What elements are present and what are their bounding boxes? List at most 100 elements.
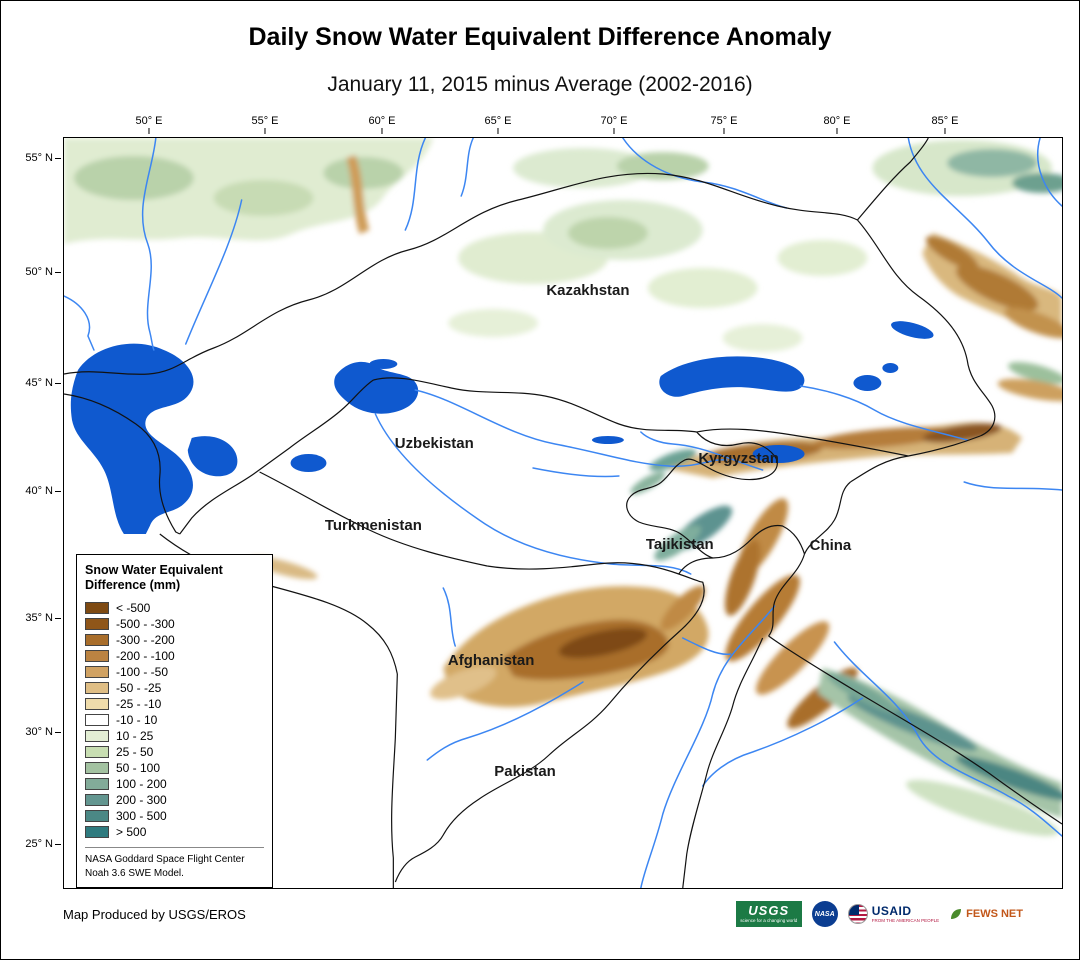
latitude-tick: 30° N	[15, 726, 61, 738]
country-label-afghanistan: Afghanistan	[448, 652, 534, 669]
logo-strip: USGS science for a changing world NASA U…	[735, 900, 1023, 928]
legend-item: 100 - 200	[85, 776, 264, 792]
page-title: Daily Snow Water Equivalent Difference A…	[248, 23, 832, 51]
border-pakistan-india	[682, 637, 764, 888]
legend-swatch	[85, 650, 109, 662]
legend-item: -25 - -10	[85, 696, 264, 712]
legend-item-label: 300 - 500	[116, 809, 167, 823]
nasa-logo-text: NASA	[814, 910, 835, 918]
longitude-tick: 80° E	[823, 115, 851, 134]
kabul-river	[682, 637, 732, 656]
legend-items: < -500 -500 - -300 -300 - -200 -200 - -100 -…	[85, 600, 264, 840]
border-afghanistan-pakistan	[394, 581, 705, 883]
longitude-label: 70° E	[600, 115, 628, 127]
right-edge-river	[1037, 138, 1062, 207]
map-frame: Kazakhstan Uzbekistan Turkmenistan Kyrgy…	[63, 137, 1063, 889]
legend-item: 200 - 300	[85, 792, 264, 808]
legend-item-label: 10 - 25	[116, 729, 154, 743]
country-labels: Kazakhstan Uzbekistan Turkmenistan Kyrgy…	[325, 282, 852, 780]
tick-mark	[55, 617, 61, 619]
volga-river	[64, 295, 95, 351]
himalaya-river	[833, 641, 1062, 837]
tick-mark	[55, 490, 61, 492]
longitude-tick: 65° E	[484, 115, 512, 134]
usgs-logo: USGS science for a changing world	[735, 901, 802, 927]
legend-item-label: -10 - 10	[116, 713, 158, 727]
legend-item-label: -100 - -50	[116, 665, 169, 679]
latitude-tick: 55° N	[15, 152, 61, 164]
legend: Snow Water Equivalent Difference (mm) < …	[76, 553, 273, 888]
tick-mark	[55, 157, 61, 159]
latitude-tick: 50° N	[15, 266, 61, 278]
country-label-pakistan: Pakistan	[494, 763, 556, 780]
legend-item-label: 100 - 200	[116, 777, 167, 791]
ob-tributary	[907, 138, 1062, 299]
legend-item: 10 - 25	[85, 728, 264, 744]
longitude-tick: 70° E	[600, 115, 628, 134]
lake-zaysan	[891, 321, 934, 339]
water-bodies	[70, 321, 934, 534]
border-tajikistan-china	[803, 481, 851, 555]
border-afghanistan-north	[487, 562, 703, 583]
aydar-lake	[591, 436, 624, 444]
usaid-logo-tagline: FROM THE AMERICAN PEOPLE	[871, 917, 940, 923]
country-borders	[64, 138, 1062, 888]
legend-item-label: < -500	[116, 601, 151, 615]
map-canvas: Kazakhstan Uzbekistan Turkmenistan Kyrgy…	[64, 138, 1062, 888]
border-kazakhstan-uzbekistan-west	[179, 379, 374, 535]
country-label-kyrgyzstan: Kyrgyzstan	[698, 450, 779, 467]
legend-title-line2: Difference (mm)	[85, 578, 181, 593]
usaid-logo: USAID FROM THE AMERICAN PEOPLE	[847, 903, 940, 924]
border-china-pakistan	[768, 553, 806, 637]
sasykkol-lake	[882, 363, 899, 373]
border-caspian	[64, 393, 181, 535]
legend-item: -50 - -25	[85, 680, 264, 696]
legend-item-label: 50 - 100	[116, 761, 161, 775]
tick-mark	[381, 128, 383, 134]
longitude-tick: 50° E	[135, 115, 163, 134]
latitude-label: 50° N	[25, 266, 53, 278]
legend-swatch	[85, 746, 109, 758]
legend-item: > 500	[85, 824, 264, 840]
tick-mark	[55, 382, 61, 384]
border-fergana	[626, 431, 778, 559]
legend-swatch	[85, 810, 109, 822]
tick-mark	[55, 271, 61, 273]
nasa-logo: NASA	[811, 901, 838, 927]
border-china-india	[768, 635, 1062, 825]
country-label-turkmenistan: Turkmenistan	[325, 517, 422, 534]
latitude-tick: 40° N	[15, 485, 61, 497]
border-kazakhstan-uzbekistan-east	[373, 377, 697, 433]
caspian-sea	[70, 343, 194, 534]
legend-item: -10 - 10	[85, 712, 264, 728]
legend-swatch	[85, 698, 109, 710]
legend-swatch	[85, 730, 109, 742]
latitude-label: 40° N	[25, 485, 53, 497]
legend-item-label: -300 - -200	[116, 633, 175, 647]
indus-river	[640, 605, 776, 888]
legend-swatch	[85, 762, 109, 774]
usaid-logo-text: USAID	[871, 903, 912, 918]
legend-item: < -500	[85, 600, 264, 616]
map-producer-credit: Map Produced by USGS/EROS	[63, 907, 246, 922]
zeravshan-river	[532, 467, 620, 478]
fewsnet-logo: FEWS NET	[949, 907, 1023, 921]
chu-river	[640, 431, 764, 471]
longitude-label: 65° E	[484, 115, 512, 127]
longitude-label: 80° E	[823, 115, 851, 127]
emba-river	[185, 199, 243, 345]
legend-credit-line2: Noah 3.6 SWE Model.	[85, 868, 184, 879]
longitude-tick: 55° E	[251, 115, 279, 134]
latitude-tick: 45° N	[15, 377, 61, 389]
border-altai	[856, 138, 929, 221]
legend-item: -300 - -200	[85, 632, 264, 648]
usgs-logo-text: USGS	[748, 903, 790, 919]
latitude-label: 45° N	[25, 377, 53, 389]
longitude-tick: 85° E	[931, 115, 959, 134]
longitude-label: 75° E	[710, 115, 738, 127]
tobol-river	[404, 138, 427, 231]
legend-item-label: 25 - 50	[116, 745, 154, 759]
aral-sea	[334, 361, 419, 414]
legend-swatch	[85, 778, 109, 790]
usaid-flag-icon	[847, 904, 868, 924]
